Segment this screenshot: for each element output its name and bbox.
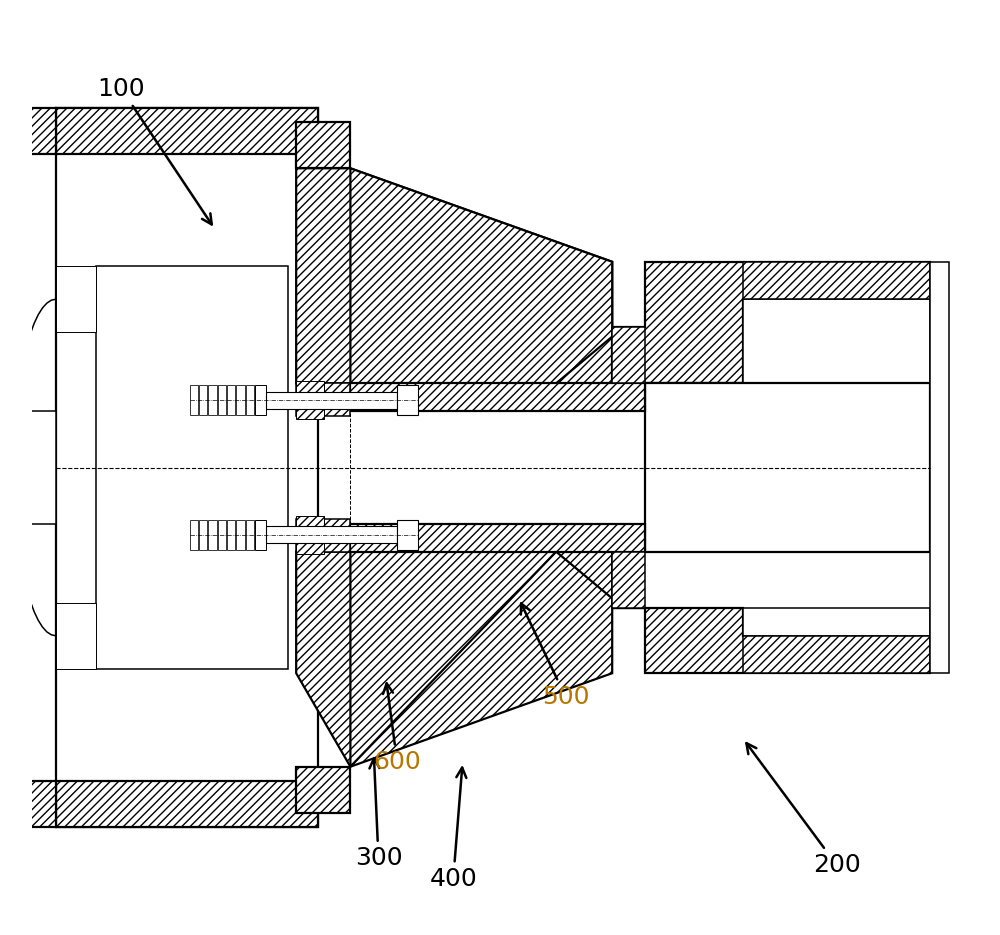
Polygon shape [199,520,207,550]
Polygon shape [246,520,254,550]
Polygon shape [236,520,245,550]
Polygon shape [296,767,350,813]
Polygon shape [199,385,207,415]
Polygon shape [56,266,96,332]
Polygon shape [743,262,930,299]
Text: 500: 500 [521,603,589,709]
Polygon shape [612,552,645,608]
Polygon shape [612,262,930,383]
Polygon shape [296,383,350,416]
Polygon shape [612,608,930,673]
Polygon shape [218,385,226,415]
Polygon shape [208,520,217,550]
Polygon shape [28,781,56,827]
Polygon shape [56,603,96,669]
Text: 400: 400 [429,768,477,891]
Polygon shape [56,108,318,827]
Polygon shape [743,608,930,636]
Polygon shape [296,519,350,552]
Polygon shape [296,122,350,168]
Polygon shape [190,520,198,550]
Polygon shape [350,383,612,402]
Polygon shape [218,520,226,550]
Polygon shape [645,383,930,552]
Polygon shape [296,516,324,554]
Text: 300: 300 [355,758,402,870]
Polygon shape [266,392,397,409]
Polygon shape [350,524,645,552]
Polygon shape [266,526,397,543]
Polygon shape [743,636,930,673]
Polygon shape [246,385,254,415]
Polygon shape [743,299,930,383]
Polygon shape [28,108,56,154]
Polygon shape [296,381,324,419]
Polygon shape [227,520,235,550]
Polygon shape [190,385,198,415]
Polygon shape [397,520,418,550]
Text: 600: 600 [373,683,421,774]
Polygon shape [612,327,645,383]
Polygon shape [350,383,645,411]
Polygon shape [350,552,612,767]
Polygon shape [350,168,612,383]
Polygon shape [296,383,318,416]
Polygon shape [296,552,612,767]
Polygon shape [96,266,288,669]
Polygon shape [397,385,418,415]
Polygon shape [255,520,266,550]
Polygon shape [28,411,56,524]
Polygon shape [350,168,612,383]
Polygon shape [296,168,612,383]
Text: 200: 200 [746,743,860,877]
Polygon shape [208,385,217,415]
Polygon shape [56,108,318,154]
Polygon shape [236,385,245,415]
Polygon shape [227,385,235,415]
Polygon shape [255,385,266,415]
Polygon shape [930,262,949,673]
Polygon shape [56,781,318,827]
Text: 100: 100 [98,77,212,224]
